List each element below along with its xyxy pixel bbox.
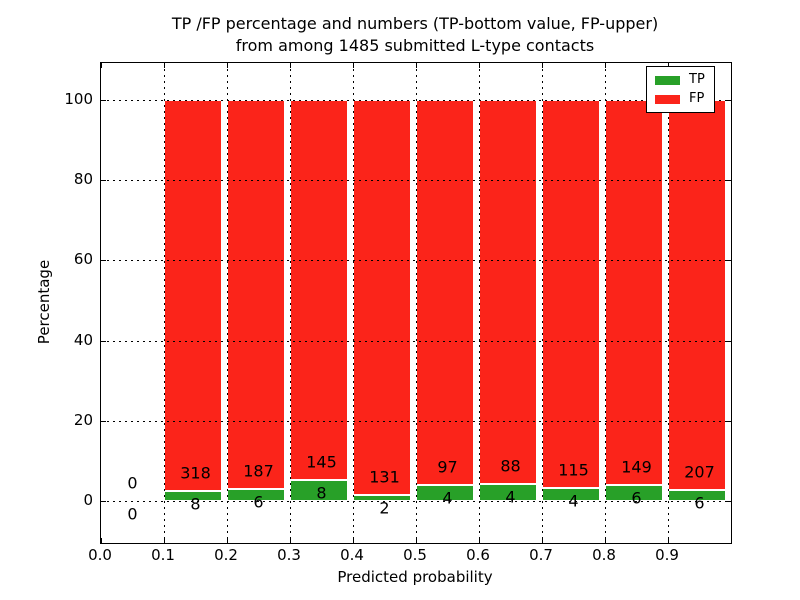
x-tick-label: 0.7 (529, 546, 553, 564)
fp-count-label: 318 (180, 463, 211, 483)
y-tick-mark-right (726, 340, 731, 342)
fp-count-label: 88 (500, 456, 521, 476)
tp-count-label: 6 (631, 488, 642, 508)
y-tick-mark (101, 501, 106, 502)
x-tick-mark-top (542, 63, 543, 68)
y-tick-mark (101, 260, 106, 262)
y-tick-label: 100 (64, 90, 93, 108)
x-tick-label: 0.3 (277, 546, 301, 564)
x-tick-mark (668, 538, 669, 543)
x-axis-label: Predicted probability (337, 568, 493, 586)
x-tick-mark (164, 538, 165, 543)
chart-title: TP /FP percentage and numbers (TP-bottom… (0, 13, 800, 57)
fp-bar-segment (164, 100, 222, 492)
fp-bar-segment (668, 100, 726, 490)
y-tick-label: 80 (73, 170, 93, 189)
tp-count-label: 4 (505, 487, 516, 507)
fp-bar-segment (605, 100, 663, 486)
grid-v-line (290, 63, 291, 543)
x-tick-mark-top (416, 63, 417, 68)
x-tick-mark (479, 538, 480, 543)
fp-count-label: 145 (306, 452, 337, 472)
x-tick-mark-top (290, 63, 291, 68)
tp-legend-swatch-icon (655, 75, 680, 85)
y-tick-mark-right (726, 180, 731, 182)
x-tick-label: 0.5 (403, 546, 427, 564)
x-tick-label: 0.8 (592, 546, 616, 564)
fp-bar-segment (353, 100, 411, 495)
legend-label: TP (689, 72, 705, 87)
fp-count-label: 97 (437, 457, 458, 477)
x-tick-mark (101, 538, 102, 543)
tp-count-label: 8 (316, 483, 327, 503)
x-tick-mark-top (101, 63, 102, 68)
x-tick-label: 0.4 (340, 546, 364, 564)
y-tick-label: 40 (73, 330, 93, 349)
tp-count-label: 8 (190, 494, 201, 514)
x-tick-mark (227, 538, 228, 543)
grid-v-line (542, 63, 543, 543)
tp-count-label: 6 (253, 492, 264, 512)
fp-count-label: 131 (369, 467, 400, 487)
grid-v-line (416, 63, 417, 543)
fp-count-label: 149 (621, 457, 652, 477)
fp-bar-segment (542, 100, 600, 488)
y-tick-mark (101, 180, 106, 182)
y-tick-label: 20 (73, 410, 93, 429)
x-tick-mark (542, 538, 543, 543)
fp-bar-segment (479, 100, 537, 484)
y-tick-mark (101, 420, 106, 422)
x-tick-label: 0.0 (88, 546, 112, 564)
chart-title-line2: from among 1485 submitted L-type contact… (235, 36, 595, 55)
x-tick-label: 0.1 (151, 546, 175, 564)
y-tick-mark-right (726, 260, 731, 262)
y-tick-mark-right (726, 100, 731, 101)
grid-v-line (164, 63, 165, 543)
x-tick-label: 0.2 (214, 546, 238, 564)
fp-legend-swatch-icon (655, 94, 680, 104)
legend: TP FP (646, 66, 715, 113)
x-tick-mark-top (605, 63, 606, 68)
x-tick-label: 0.9 (655, 546, 679, 564)
tp-count-label: 4 (442, 488, 453, 508)
legend-row: TP (655, 73, 705, 87)
y-tick-label: 0 (83, 491, 93, 509)
x-tick-mark-top (668, 63, 669, 68)
y-tick-mark (101, 340, 106, 342)
y-tick-mark (101, 100, 106, 101)
tp-count-label: 2 (379, 498, 390, 518)
grid-v-line (353, 63, 354, 543)
x-tick-mark (290, 538, 291, 543)
x-tick-mark-top (164, 63, 165, 68)
fp-count-label: 0 (127, 473, 138, 493)
tp-count-label: 6 (694, 493, 705, 513)
y-tick-label: 60 (73, 250, 93, 269)
grid-v-line (479, 63, 480, 543)
x-tick-mark (605, 538, 606, 543)
legend-row: FP (655, 92, 705, 106)
tp-count-label: 0 (127, 504, 138, 524)
grid-v-line (227, 63, 228, 543)
fp-bar-segment (416, 100, 474, 486)
chart-title-line1: TP /FP percentage and numbers (TP-bottom… (171, 14, 659, 33)
x-tick-mark-top (479, 63, 480, 68)
x-tick-mark (353, 538, 354, 543)
fp-bar-segment (290, 100, 348, 481)
legend-label: FP (689, 91, 705, 106)
tp-count-label: 4 (568, 491, 579, 511)
grid-v-line (668, 63, 669, 543)
y-tick-mark-right (726, 501, 731, 502)
y-tick-mark-right (726, 420, 731, 422)
fp-bar-segment (227, 100, 285, 489)
plot-area: 0 0 318 8 187 6 145 8 131 2 97 4 88 4 115 4 149 6 207 6 (100, 62, 732, 544)
fp-count-label: 115 (558, 460, 589, 480)
grid-v-line (605, 63, 606, 543)
x-tick-label: 0.6 (466, 546, 490, 564)
x-tick-mark-top (353, 63, 354, 68)
x-tick-mark (416, 538, 417, 543)
fp-count-label: 207 (684, 462, 715, 482)
fp-count-label: 187 (243, 461, 274, 481)
x-tick-mark-top (227, 63, 228, 68)
